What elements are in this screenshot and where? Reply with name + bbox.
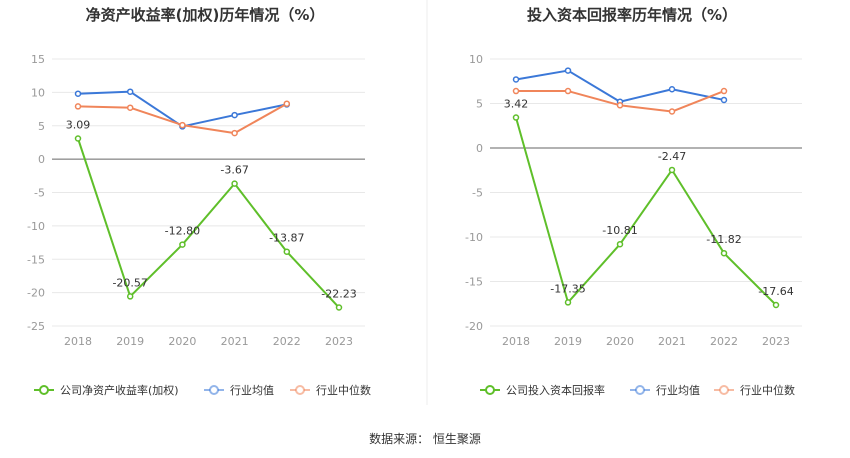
x-tick-label: 2019 [116, 335, 144, 348]
legend-label: 公司净资产收益率(加权) [60, 383, 179, 397]
data-point [720, 96, 728, 104]
data-point [126, 88, 134, 95]
x-tick-label: 2018 [64, 335, 92, 348]
x-tick-label: 2019 [554, 335, 582, 348]
y-tick-label: -15 [27, 253, 45, 266]
x-tick-label: 2022 [710, 335, 738, 348]
legend-marker-icon [295, 385, 305, 395]
y-tick-label: 5 [38, 120, 45, 133]
y-tick-label: -10 [27, 220, 45, 233]
data-point [720, 87, 728, 95]
roic-chart: 投入资本回报率历年情况（%） 10 5 0 -5 -10 -15 -20 2018 2019 202… [465, 6, 802, 397]
data-label: -12.80 [165, 225, 200, 238]
series-line [77, 138, 340, 309]
y-tick-label: 0 [38, 153, 45, 166]
data-point [616, 240, 624, 248]
data-point [231, 111, 238, 119]
x-tick-label: 2020 [606, 335, 634, 348]
roe-chart: 净资产收益率(加权)历年情况（%） 15 10 5 0 -5 -10 -15 -20 -25 201… [27, 6, 371, 397]
data-label: -17.35 [550, 282, 585, 295]
data-label: 3.09 [66, 118, 91, 131]
y-tick-label: 15 [31, 53, 45, 66]
data-point [668, 108, 676, 115]
y-tick-label: 10 [469, 53, 483, 66]
series-line [515, 69, 725, 103]
data-point [668, 166, 676, 174]
y-tick-label: 10 [31, 86, 45, 99]
data-point [616, 102, 624, 109]
data-point [564, 67, 572, 74]
legend-item[interactable]: 行业均值 [630, 384, 700, 397]
y-tick-label: -25 [27, 320, 45, 333]
data-point [179, 121, 186, 129]
data-point [564, 87, 572, 95]
chart-title: 净资产收益率(加权)历年情况（%） [86, 6, 325, 24]
y-tick-label: -5 [34, 187, 45, 200]
y-tick-label: -20 [465, 320, 483, 333]
x-tick-label: 2021 [658, 335, 686, 348]
data-label: -13.87 [269, 232, 304, 245]
y-tick-label: -20 [27, 287, 45, 300]
legend-label: 行业均值 [230, 384, 274, 397]
data-point [283, 248, 291, 255]
data-label: -2.47 [658, 150, 686, 163]
data-point [772, 301, 780, 309]
legend-item[interactable]: 公司投入资本回报率 [480, 383, 605, 397]
data-label: -17.64 [758, 285, 793, 298]
legend-item[interactable]: 公司净资产收益率(加权) [34, 383, 179, 397]
data-label: -10.81 [602, 224, 637, 237]
data-point [126, 293, 134, 300]
data-point [231, 129, 238, 137]
x-tick-label: 2023 [762, 335, 790, 348]
series-line [515, 117, 777, 306]
data-point [231, 180, 238, 187]
y-tick-label: -10 [465, 231, 483, 244]
data-label: -22.23 [321, 288, 356, 301]
y-tick-label: 0 [476, 142, 483, 155]
legend-marker-icon [485, 385, 495, 395]
legend-label: 行业中位数 [316, 383, 371, 397]
data-point [564, 299, 572, 306]
y-tick-label: 5 [476, 98, 483, 111]
data-point [283, 100, 291, 107]
data-point [720, 249, 728, 257]
legend-label: 公司投入资本回报率 [506, 383, 605, 397]
data-label: 3.42 [504, 98, 529, 111]
x-tick-label: 2020 [168, 335, 196, 348]
legend-item[interactable]: 行业中位数 [290, 383, 371, 397]
legend-marker-icon [209, 385, 219, 395]
legend-marker-icon [719, 385, 729, 395]
legend-item[interactable]: 行业中位数 [714, 383, 795, 397]
data-label: -20.57 [112, 276, 147, 289]
data-source: 数据来源： 恒生聚源 [369, 431, 481, 446]
data-label: -3.67 [220, 164, 248, 177]
y-tick-label: -5 [472, 187, 483, 200]
y-tick-label: -15 [465, 276, 483, 289]
legend-marker-icon [635, 385, 645, 395]
data-point [512, 87, 520, 95]
legend-marker-icon [39, 385, 49, 395]
x-tick-label: 2022 [273, 335, 301, 348]
data-point [179, 241, 186, 248]
data-point [512, 114, 520, 121]
legend-label: 行业中位数 [740, 383, 795, 397]
data-point [74, 135, 82, 142]
x-tick-label: 2023 [325, 335, 353, 348]
data-label: -11.82 [706, 233, 741, 246]
x-tick-label: 2018 [502, 335, 530, 348]
data-point [668, 86, 676, 93]
data-point [335, 304, 343, 311]
legend-label: 行业均值 [656, 384, 700, 397]
legend-item[interactable]: 行业均值 [204, 384, 274, 397]
data-point [74, 103, 82, 110]
chart-title: 投入资本回报率历年情况（%） [527, 6, 737, 24]
data-point [512, 76, 520, 83]
data-point [126, 104, 134, 111]
data-point [74, 90, 82, 97]
x-tick-label: 2021 [221, 335, 249, 348]
